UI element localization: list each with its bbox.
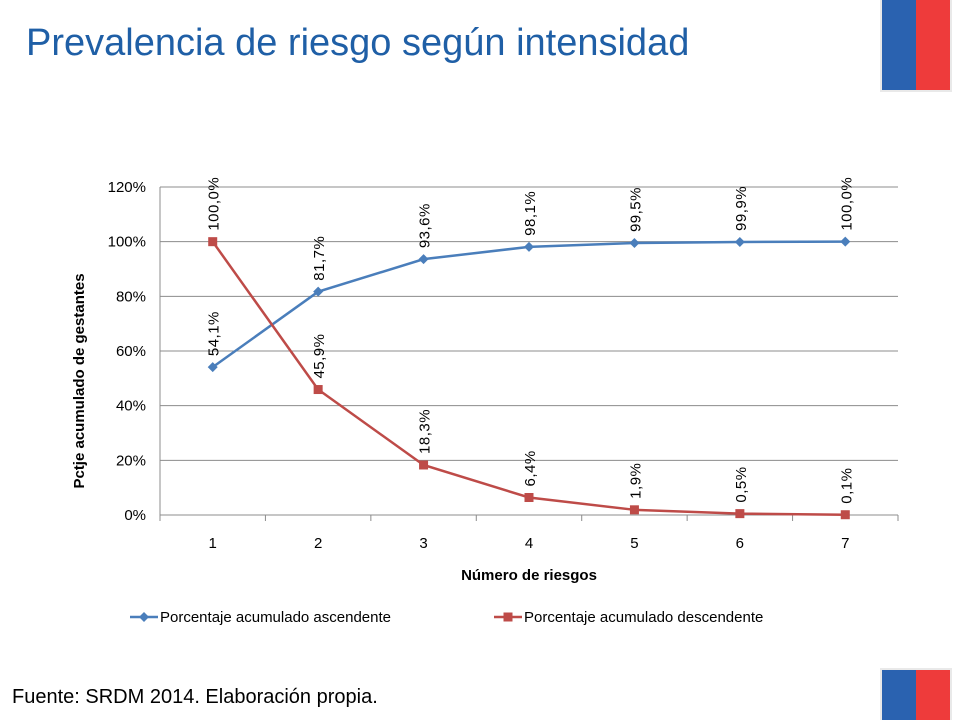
data-label: 100,0% [838, 177, 855, 231]
y-tick-label: 20% [116, 452, 146, 469]
data-point-ascendente [840, 236, 851, 247]
y-tick-label: 40% [116, 398, 146, 415]
flag-red-stripe [916, 0, 950, 90]
x-tick-label: 6 [736, 535, 744, 552]
series-line-1 [211, 240, 846, 369]
data-label: 54,1% [206, 311, 223, 356]
data-point-descendente [313, 385, 323, 395]
legend-label: Porcentaje acumulado descendente [524, 609, 763, 626]
y-tick-label: 0% [124, 507, 146, 524]
data-point-descendente [735, 509, 745, 519]
data-point-ascendente [207, 362, 218, 373]
x-tick-label: 2 [314, 535, 322, 552]
chart-gridlines [159, 186, 899, 521]
x-tick-label: 4 [525, 535, 533, 552]
chile-flag-bottom-decoration [882, 670, 950, 720]
data-point-ascendente [524, 241, 534, 252]
x-tick-label: 5 [630, 535, 638, 552]
flag-red-stripe [916, 670, 950, 720]
data-point-ascendente [418, 254, 429, 265]
data-point-ascendente [313, 286, 324, 297]
data-point-descendente [840, 510, 850, 520]
legend-marker-square [503, 612, 513, 622]
data-label: 93,6% [417, 203, 434, 248]
y-tick-label: 100% [108, 234, 146, 251]
page-title: Prevalencia de riesgo según intensidad [26, 22, 690, 64]
data-label: 45,9% [311, 333, 328, 378]
data-point-ascendente [734, 236, 745, 247]
chart-axis-ticks: 0% 20% 40% 60% 80% 100% 120% 1 2 3 4 5 6 7 [108, 179, 850, 552]
data-label: 99,5% [627, 187, 644, 232]
data-label: 18,3% [417, 409, 434, 454]
data-label: 98,1% [522, 191, 539, 236]
y-tick-label: 60% [116, 343, 146, 360]
data-label: 99,9% [733, 186, 750, 231]
y-tick-label: 80% [116, 288, 146, 305]
data-point-descendente [524, 493, 534, 503]
flag-blue-stripe [882, 670, 916, 720]
data-label: 100,0% [206, 177, 223, 231]
x-tick-label: 7 [841, 535, 849, 552]
chart-data-labels: 54,1% 81,7% 93,6% 98,1% 99,5% 99,9% 100,0% 100,… [206, 177, 856, 504]
data-point-descendente [629, 505, 639, 515]
chile-flag-top-decoration [882, 0, 950, 90]
data-label: 6,4% [522, 450, 539, 486]
legend-marker-diamond [139, 612, 149, 622]
legend-label: Porcentaje acumulado ascendente [160, 609, 391, 626]
x-axis-title: Número de riesgos [461, 567, 597, 584]
data-label: 81,7% [311, 236, 328, 281]
data-label: 0,5% [733, 466, 750, 502]
flag-blue-stripe [882, 0, 916, 90]
data-label: 1,9% [627, 463, 644, 499]
chart-legend: Porcentaje acumulado ascendente Porcentaj… [130, 609, 763, 626]
data-point-descendente [419, 460, 429, 470]
y-axis-title: Pctje acumulado de gestantes [71, 273, 88, 488]
x-tick-label: 1 [209, 535, 217, 552]
data-label: 0,1% [838, 468, 855, 504]
source-note: Fuente: SRDM 2014. Elaboración propia. [12, 686, 378, 708]
data-point-ascendente [629, 238, 640, 249]
y-tick-label: 120% [108, 179, 146, 196]
data-point-descendente [208, 237, 218, 247]
x-tick-label: 3 [419, 535, 427, 552]
chart-series [207, 236, 851, 520]
